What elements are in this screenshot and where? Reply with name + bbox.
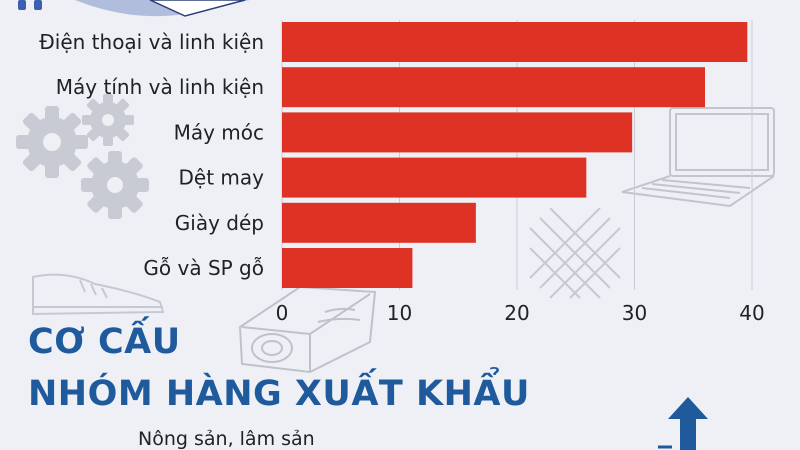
chart-title-line-1: CƠ CẤU [28, 322, 181, 362]
bar [282, 202, 476, 243]
x-tick-label: 20 [504, 301, 529, 325]
category-label: Máy tính và linh kiện [56, 75, 264, 99]
box-icon [18, 0, 250, 17]
category-labels: Điện thoại và linh kiện Máy tính và linh … [39, 30, 264, 280]
bar [282, 22, 748, 62]
chart-grid [281, 20, 753, 290]
bar [282, 157, 587, 198]
category-label: Máy móc [174, 120, 264, 144]
bar [282, 112, 633, 153]
sub-category-label: Nông sản, lâm sản [138, 428, 315, 450]
chart-bars [282, 22, 748, 288]
bar [282, 67, 705, 108]
x-tick-label: 10 [387, 301, 412, 325]
x-axis-ticks: 0 10 20 30 40 [276, 301, 765, 325]
laptop-icon [621, 107, 775, 208]
x-tick-label: 0 [276, 301, 289, 325]
category-label: Giày dép [175, 211, 264, 235]
fabric-weave-icon [529, 208, 621, 299]
bar [282, 248, 413, 288]
x-tick-label: 40 [739, 301, 764, 325]
chart-title-line-2: NHÓM HÀNG XUẤT KHẨU [28, 374, 530, 414]
arrow-up-icon [658, 397, 708, 450]
category-label: Gỗ và SP gỗ [143, 256, 264, 280]
sneaker-icon [32, 273, 165, 316]
gear-icon [16, 94, 149, 219]
category-label: Dệt may [179, 166, 265, 190]
x-tick-label: 30 [622, 301, 647, 325]
category-label: Điện thoại và linh kiện [39, 30, 264, 54]
